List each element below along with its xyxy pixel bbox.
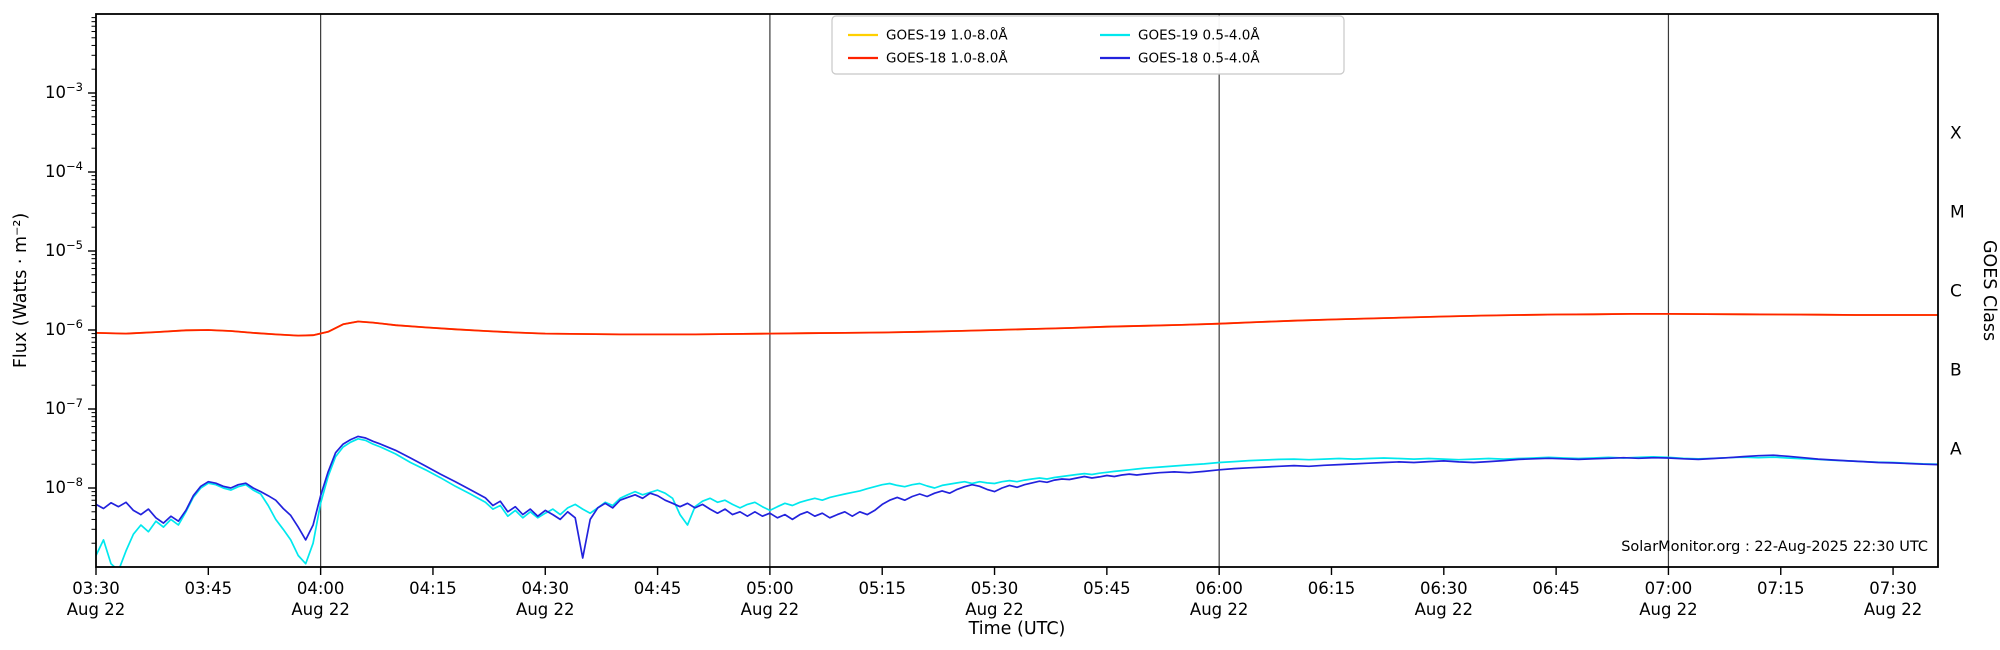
x-tick-label: 06:45 bbox=[1532, 579, 1580, 598]
goes-class-label-a: A bbox=[1950, 440, 1962, 460]
x-tick-date-label: Aug 22 bbox=[516, 600, 574, 619]
x-tick-date-label: Aug 22 bbox=[965, 600, 1023, 619]
y-tick-label: 10−7 bbox=[45, 396, 83, 418]
y-axis-title-right: GOES Class bbox=[1979, 240, 1999, 341]
x-tick-label: 04:30 bbox=[521, 579, 569, 598]
y-tick-label: 10−3 bbox=[45, 80, 83, 102]
y-tick-label: 10−4 bbox=[45, 159, 83, 181]
series-line-goes18-short bbox=[96, 435, 1938, 559]
x-tick-label: 05:45 bbox=[1083, 579, 1131, 598]
legend-label: GOES-19 1.0-8.0Å bbox=[886, 27, 1008, 44]
x-tick-label: 04:45 bbox=[634, 579, 682, 598]
goes-class-label-x: X bbox=[1950, 124, 1962, 144]
x-tick-label: 07:15 bbox=[1757, 579, 1805, 598]
source-annotation: SolarMonitor.org : 22-Aug-2025 22:30 UTC bbox=[1621, 539, 1928, 555]
x-tick-label: 07:30 bbox=[1869, 579, 1917, 598]
x-tick-date-label: Aug 22 bbox=[1190, 600, 1248, 619]
x-tick-label: 03:30 bbox=[72, 579, 120, 598]
legend-label: GOES-18 1.0-8.0Å bbox=[886, 50, 1008, 67]
legend-box bbox=[831, 15, 1345, 75]
legend-label: GOES-18 0.5-4.0Å bbox=[1138, 50, 1260, 67]
x-tick-date-label: Aug 22 bbox=[67, 600, 125, 619]
x-tick-date-label: Aug 22 bbox=[1415, 600, 1473, 619]
series-group bbox=[96, 312, 1938, 567]
x-tick-date-label: Aug 22 bbox=[1864, 600, 1922, 619]
x-tick-label: 04:00 bbox=[297, 579, 345, 598]
x-tick-date-label: Aug 22 bbox=[1639, 600, 1697, 619]
series-line-goes19-short bbox=[96, 437, 1938, 567]
y-tick-label: 10−5 bbox=[45, 238, 83, 260]
legend: GOES-19 1.0-8.0Å GOES-18 1.0-8.0Å GOES-19 … bbox=[831, 15, 1345, 75]
x-tick-label: 04:15 bbox=[409, 579, 457, 598]
x-tick-label: 07:00 bbox=[1645, 579, 1693, 598]
y-axis-title: Flux (Watts · m⁻²) bbox=[11, 213, 31, 368]
x-tick-date-label: Aug 22 bbox=[291, 600, 349, 619]
legend-label: GOES-19 0.5-4.0Å bbox=[1138, 27, 1260, 44]
x-tick-label: 05:15 bbox=[858, 579, 906, 598]
x-tick-label: 06:00 bbox=[1195, 579, 1243, 598]
goes-class-label-c: C bbox=[1950, 282, 1962, 302]
goes-class-label-b: B bbox=[1950, 361, 1962, 381]
x-axis-title: Time (UTC) bbox=[968, 619, 1066, 639]
x-tick-label: 05:00 bbox=[746, 579, 794, 598]
x-tick-label: 05:30 bbox=[971, 579, 1019, 598]
y-tick-label: 10−8 bbox=[45, 475, 83, 497]
goes-class-label-m: M bbox=[1950, 203, 1965, 223]
y-tick-label: 10−6 bbox=[45, 317, 83, 339]
x-tick-date-label: Aug 22 bbox=[741, 600, 799, 619]
x-tick-label: 06:15 bbox=[1308, 579, 1356, 598]
series-line-goes18-long bbox=[96, 312, 1938, 337]
plot-border bbox=[95, 13, 1939, 568]
x-tick-label: 06:30 bbox=[1420, 579, 1468, 598]
x-tick-label: 03:45 bbox=[185, 579, 233, 598]
